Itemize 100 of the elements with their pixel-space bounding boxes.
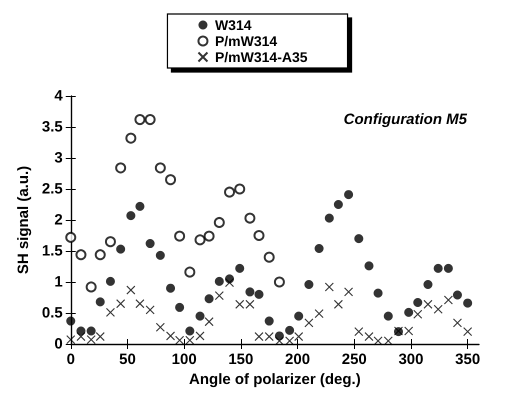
point [384,312,393,321]
x-tick-label: 200 [285,351,310,368]
point [274,336,284,346]
y-axis-title: SH signal (a.u.) [15,166,32,274]
point [354,234,364,244]
y-tick-label: 0 [54,336,63,352]
point [196,312,205,321]
point [195,331,205,340]
point [125,132,136,144]
point [314,309,324,318]
point [135,202,144,211]
point [106,276,115,286]
x-tick-label: 100 [172,351,197,368]
point [264,252,275,263]
point [245,287,254,296]
point [304,280,314,289]
point [134,114,146,126]
point [294,332,304,342]
point [452,318,462,328]
point [404,308,414,317]
point [294,312,304,321]
point [146,305,155,314]
y-tick-label: 3.5 [42,118,63,136]
point [413,298,422,307]
x-tick-label: 300 [398,351,424,368]
x-tick-label: 350 [455,351,480,368]
point [126,286,136,295]
point [116,299,126,308]
point [444,264,453,273]
point [65,232,76,243]
point [374,336,383,346]
point [434,264,443,273]
point [75,249,86,260]
annotation: Configuration M5 [344,111,468,128]
point [156,322,165,332]
point [175,302,184,312]
point [86,335,96,344]
point [324,282,334,292]
point [106,308,115,317]
legend-label: P/mW314-A35 [214,49,308,65]
point [364,332,374,342]
point [224,278,234,288]
point [264,332,274,342]
point [384,336,393,346]
point [344,287,354,296]
point [304,318,314,328]
y-tick-label: 2 [54,212,63,228]
point [96,332,105,342]
point [285,326,294,335]
point [204,317,214,326]
point [463,298,472,308]
point [166,284,176,293]
point [214,276,224,286]
point [66,316,76,326]
point [204,230,215,242]
point [452,290,462,300]
point [204,294,214,304]
x-tick-label: 50 [119,351,136,368]
point [334,200,343,209]
point [423,300,433,309]
point [274,276,285,288]
point [165,174,176,186]
y-tick-label: 2.5 [42,180,63,198]
y-tick-label: 3 [54,150,63,166]
point [224,186,236,198]
y-tick-label: 4 [54,88,64,104]
point [184,266,196,278]
x-tick-label: 150 [228,351,254,368]
point [166,331,176,340]
point [214,216,225,228]
legend-label: W314 [214,17,252,33]
point [314,244,324,254]
point [354,327,364,336]
point [364,261,374,270]
point [194,234,206,246]
point [434,304,443,314]
point [135,299,144,308]
point [86,326,96,336]
point [264,316,274,326]
point [76,332,86,342]
y-tick-label: 1 [54,274,63,290]
point [96,297,105,306]
point [254,230,264,241]
point [144,114,156,126]
point [86,281,97,292]
point [214,291,224,300]
point [235,264,244,273]
point [174,230,186,242]
point [285,336,294,346]
point [104,236,116,248]
point [116,244,126,254]
point [244,212,256,224]
point [146,239,155,248]
point [324,214,334,223]
y-tick-label: 1.5 [42,242,63,260]
x-axis-title: Angle of polarizer (deg.) [189,370,361,388]
point [245,300,254,309]
point [463,327,472,336]
point [404,326,414,336]
y-tick-label: 0.5 [42,304,63,322]
